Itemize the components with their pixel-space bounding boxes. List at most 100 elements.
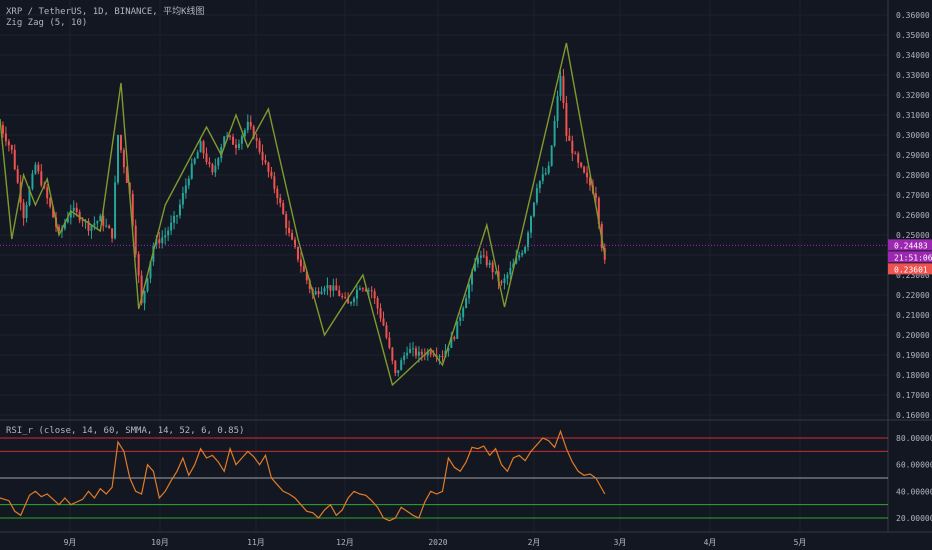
- candle-body: [146, 278, 149, 292]
- candle-body: [4, 133, 7, 142]
- candle-body: [243, 130, 246, 137]
- candle-body: [320, 291, 323, 294]
- candle-body: [376, 298, 379, 309]
- candle-body: [264, 160, 267, 163]
- candle-body: [485, 256, 488, 266]
- candle-body: [7, 141, 10, 146]
- candle-body: [379, 308, 382, 319]
- price-axis-label: 0.21000: [896, 311, 930, 320]
- candle-body: [338, 290, 341, 297]
- price-axis-label: 0.34000: [896, 51, 930, 60]
- price-axis-label: 0.23000: [896, 271, 930, 280]
- candle-body: [16, 169, 19, 183]
- candle-body: [131, 194, 134, 226]
- candle-body: [597, 197, 600, 224]
- candle-body: [187, 178, 190, 186]
- candle-body: [589, 177, 591, 186]
- price-axis-label: 0.19000: [896, 351, 930, 360]
- candle-body: [178, 204, 181, 216]
- candle-body: [367, 290, 370, 292]
- candle-body: [261, 151, 264, 161]
- candle-body: [550, 145, 553, 166]
- candle-body: [530, 216, 532, 233]
- time-axis-label: 9月: [64, 538, 77, 547]
- candle-body: [270, 171, 273, 177]
- candle-body: [34, 164, 37, 174]
- symbol-title[interactable]: XRP / TetherUS, 1D, BINANCE, 平均K线图: [6, 7, 205, 17]
- candle-body: [111, 228, 114, 239]
- candle-body: [125, 167, 128, 183]
- candle-body: [69, 210, 72, 218]
- price-axis-label: 0.31000: [896, 111, 930, 120]
- candle-body: [208, 162, 211, 165]
- candle-body: [335, 285, 338, 291]
- candle-body: [583, 166, 586, 173]
- candle-body: [432, 354, 435, 356]
- price-axis-label: 0.16000: [896, 411, 930, 420]
- price-axis-label: 0.32000: [896, 91, 930, 100]
- candle-body: [249, 121, 252, 127]
- candle-body: [81, 220, 84, 222]
- candle-body: [394, 360, 397, 373]
- candle-body: [122, 150, 125, 168]
- candle-body: [184, 185, 187, 193]
- rsi-indicator-label[interactable]: RSI_r (close, 14, 60, SMMA, 14, 52, 6, 0…: [6, 426, 245, 436]
- candle-body: [308, 280, 311, 290]
- price-tags: 0.24483 21:51:06 0.23601: [888, 239, 932, 275]
- current-price-tag-text: 0.24483: [894, 241, 928, 250]
- candle-body: [96, 221, 99, 224]
- candle-body: [223, 136, 226, 147]
- time-axis[interactable]: 9月 10月 11月 12月 2020 2月 3月 4月 5月: [64, 538, 807, 547]
- candle-body: [350, 302, 353, 304]
- candle-body: [140, 275, 143, 304]
- candle-body: [237, 143, 240, 148]
- candle-body: [25, 204, 28, 219]
- candle-body: [329, 285, 332, 291]
- rsi-bands: [0, 437, 888, 519]
- price-axis-label: 0.26000: [896, 211, 930, 220]
- candle-body: [294, 239, 296, 247]
- candle-body: [412, 348, 414, 350]
- candle-body: [465, 298, 468, 309]
- candle-body: [462, 308, 465, 318]
- candle-body: [305, 271, 308, 281]
- candle-body: [99, 215, 102, 222]
- price-axis-label: 0.29000: [896, 151, 930, 160]
- candle-body: [214, 165, 217, 173]
- candle-body: [58, 226, 60, 232]
- candle-body: [341, 296, 344, 298]
- candle-body: [406, 352, 409, 356]
- price-axis-label: 0.18000: [896, 371, 930, 380]
- zigzag-indicator-label[interactable]: Zig Zag (5, 10): [6, 18, 88, 28]
- candle-body: [509, 267, 512, 275]
- price-axis-label: 0.27000: [896, 191, 930, 200]
- time-axis-label: 10月: [151, 538, 169, 547]
- price-axis-label: 0.20000: [896, 331, 930, 340]
- candle-body: [164, 235, 167, 238]
- candle-body: [459, 317, 462, 322]
- candle-body: [229, 135, 232, 137]
- candle-body: [535, 188, 538, 203]
- candle-body: [235, 144, 237, 148]
- candle-body: [332, 285, 335, 291]
- candle-body: [385, 325, 388, 338]
- candle-body: [544, 172, 547, 175]
- rsi-series-line: [0, 429, 606, 522]
- candle-body: [450, 337, 453, 348]
- candle-body: [196, 152, 199, 159]
- candle-body: [217, 158, 220, 166]
- candle-body: [403, 355, 406, 361]
- price-axis[interactable]: 0.36000 0.35000 0.34000 0.33000 0.32000 0.310…: [896, 11, 930, 420]
- zigzag-line: [0, 42, 606, 387]
- candle-body: [232, 136, 235, 145]
- candle-body: [190, 163, 193, 179]
- current-price-tag: [888, 239, 932, 251]
- candle-body: [181, 192, 184, 205]
- rsi-axis[interactable]: 80.00000 60.00000 40.00000 20.00000: [896, 434, 932, 523]
- candle-body: [13, 149, 16, 170]
- candle-body: [388, 337, 391, 348]
- candle-body: [158, 239, 161, 244]
- candle-body: [353, 298, 355, 303]
- candle-body: [429, 351, 432, 355]
